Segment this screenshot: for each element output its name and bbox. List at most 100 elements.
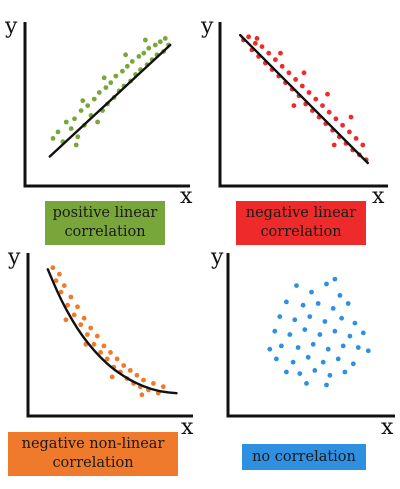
data-point (306, 90, 312, 95)
data-point (88, 325, 94, 331)
data-point (313, 96, 319, 102)
data-point (348, 114, 354, 120)
data-point (68, 294, 74, 300)
data-point (113, 73, 119, 79)
axes (23, 22, 190, 188)
data-point (339, 315, 344, 321)
data-point (73, 142, 79, 148)
data-point (331, 142, 337, 148)
data-point (309, 289, 314, 295)
y-axis-label: y (4, 14, 18, 39)
trend-line (46, 268, 178, 395)
data-point (96, 90, 102, 95)
data-point (320, 103, 325, 108)
data-point (68, 126, 74, 131)
data-point (340, 343, 346, 349)
x-axis-label: x (181, 415, 194, 440)
data-point (63, 119, 69, 125)
data-point (350, 361, 356, 367)
data-point (78, 108, 84, 113)
data-point (332, 328, 338, 334)
data-point (315, 301, 321, 306)
data-point (63, 317, 69, 323)
data-point (291, 103, 297, 108)
data-point (278, 50, 283, 56)
data-point (333, 116, 339, 122)
data-point (55, 129, 61, 135)
axes (218, 22, 388, 188)
data-point (360, 330, 366, 336)
panel-positive-linear: y x (4, 14, 193, 209)
data-point (335, 356, 341, 362)
data-point (101, 343, 107, 349)
data-point (301, 70, 307, 76)
data-point (292, 317, 298, 323)
data-point (246, 34, 252, 40)
data-point (365, 348, 371, 354)
data-point (129, 59, 135, 64)
data-point (345, 301, 351, 306)
data-point (347, 129, 352, 135)
data-point (152, 42, 158, 48)
data-point (65, 302, 70, 308)
data-point (307, 314, 313, 319)
data-point (327, 372, 333, 378)
data-point (157, 39, 163, 45)
data-point (75, 304, 80, 310)
data-point (326, 109, 332, 115)
data-point (114, 356, 120, 362)
data-point (252, 40, 258, 46)
data-point (146, 45, 152, 51)
data-point (98, 350, 103, 355)
data-point (50, 265, 56, 271)
data-point (94, 333, 100, 339)
data-point (352, 320, 358, 326)
axes (226, 253, 395, 418)
trend-line (239, 33, 369, 165)
data-point (91, 96, 97, 102)
data-point (58, 289, 64, 295)
data-point (75, 134, 81, 140)
data-point (304, 381, 309, 386)
data-point (108, 350, 113, 355)
data-point (330, 306, 336, 311)
data-point (91, 341, 97, 347)
y-axis-label: y (7, 245, 21, 270)
data-point (355, 345, 361, 350)
data-point (305, 354, 311, 360)
data-point (267, 346, 273, 352)
data-point (123, 52, 128, 58)
label-negative-non-linear-correlation: negative non-linear correlation (8, 432, 178, 476)
data-point (259, 44, 265, 49)
data-point (332, 276, 338, 282)
data-point (273, 57, 278, 63)
data-point (325, 346, 331, 352)
data-point (143, 37, 148, 43)
axes (26, 253, 193, 418)
data-point (294, 283, 299, 288)
data-point (53, 278, 59, 284)
data-point (287, 332, 293, 337)
data-point (151, 381, 156, 386)
data-point (85, 332, 90, 337)
data-point (162, 36, 168, 41)
panel-negative-linear: y x (200, 14, 388, 209)
data-point (290, 359, 296, 365)
data-point (302, 327, 308, 332)
label-negative-linear-correlation: negative linear correlation (236, 201, 366, 245)
data-point (340, 122, 345, 128)
trend-line (48, 43, 172, 158)
data-point (295, 345, 301, 350)
data-point (104, 356, 110, 362)
x-axis-label: x (180, 184, 193, 209)
data-point (310, 341, 316, 347)
data-point (274, 356, 279, 362)
data-point (279, 63, 285, 69)
data-point (103, 85, 109, 90)
data-point (109, 374, 115, 380)
data-point (337, 293, 343, 298)
data-point (284, 299, 289, 305)
data-point (286, 70, 292, 76)
data-point (279, 343, 284, 349)
data-point (120, 68, 125, 74)
